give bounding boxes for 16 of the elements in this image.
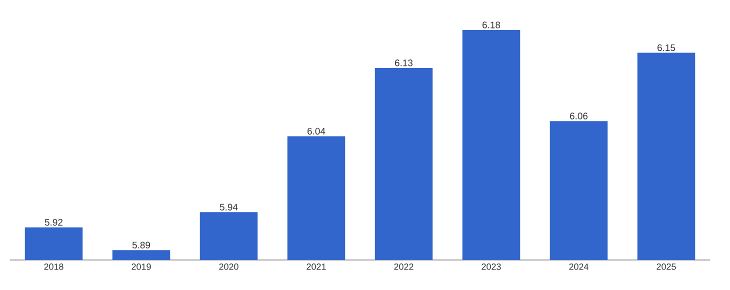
data-label: 6.13 bbox=[395, 60, 413, 66]
data-label: 6.04 bbox=[308, 128, 326, 135]
x-tick-label: 2018 bbox=[44, 264, 64, 270]
data-label: 5.92 bbox=[44, 218, 62, 226]
x-tick-label: 2019 bbox=[132, 264, 151, 270]
x-tick-label: 2023 bbox=[482, 264, 501, 270]
data-label: 6.18 bbox=[482, 22, 500, 28]
x-tick-label: 2020 bbox=[219, 264, 238, 270]
x-tick-label: 2021 bbox=[306, 264, 326, 270]
data-label: 6.06 bbox=[570, 112, 588, 120]
data-label: 5.94 bbox=[220, 204, 238, 210]
data-label: 5.89 bbox=[132, 242, 150, 248]
x-tick-label: 2025 bbox=[656, 264, 676, 270]
x-tick-label: 2022 bbox=[394, 264, 414, 270]
data-label: 6.15 bbox=[658, 44, 676, 52]
x-tick-label: 2024 bbox=[569, 264, 588, 270]
